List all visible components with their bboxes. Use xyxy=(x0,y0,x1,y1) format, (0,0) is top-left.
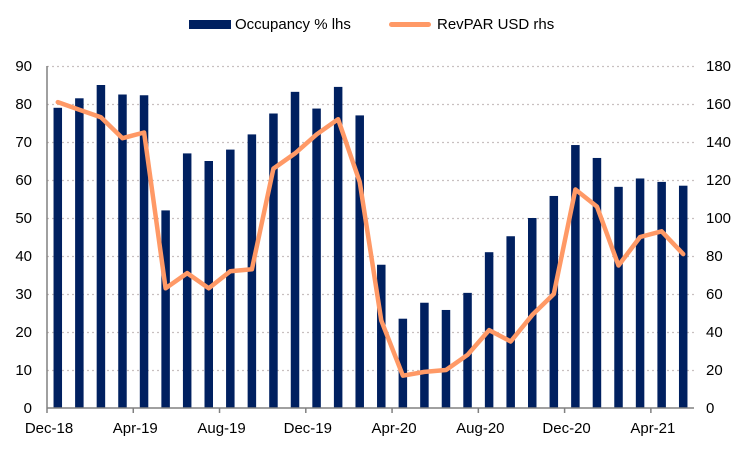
y-left-tick-label: 10 xyxy=(15,362,32,379)
bar-Dec-20 xyxy=(571,145,580,409)
bar-May-19 xyxy=(161,210,170,408)
bar-Feb-21 xyxy=(614,186,623,408)
bar-Mar-19 xyxy=(118,94,127,408)
bar-Jun-19 xyxy=(182,153,192,408)
x-tick-label: Aug-19 xyxy=(197,420,245,437)
bar-May-21 xyxy=(678,185,688,408)
y-left-tick-label: 50 xyxy=(15,210,32,227)
y-left-tick-label: 80 xyxy=(15,96,32,113)
y-right-tick-label: 140 xyxy=(706,134,731,151)
y-right-tick-label: 20 xyxy=(706,362,723,379)
x-tick-label: Dec-20 xyxy=(542,420,590,437)
legend-swatch-revpar xyxy=(389,22,431,27)
y-axis-left-labels: 0 10 20 30 40 50 60 70 80 90 xyxy=(15,58,32,417)
y-axis-right-labels: 0 20 40 60 80 100 120 140 160 180 xyxy=(706,58,731,417)
x-tick-label: Apr-20 xyxy=(372,420,417,437)
y-left-tick-label: 90 xyxy=(15,58,32,75)
y-right-tick-label: 180 xyxy=(706,58,731,75)
bar-Sep-20 xyxy=(506,236,515,408)
bar-Apr-21 xyxy=(657,181,666,408)
legend-item-occupancy: Occupancy % lhs xyxy=(189,16,351,33)
bar-Aug-19 xyxy=(226,149,235,408)
bar-Dec-19 xyxy=(312,108,321,408)
bar-Dec-18 xyxy=(53,107,63,409)
y-left-tick-label: 40 xyxy=(15,248,32,265)
legend-label-occupancy: Occupancy % lhs xyxy=(235,16,351,33)
y-right-tick-label: 60 xyxy=(706,286,723,303)
x-tick-label: Apr-21 xyxy=(630,420,675,437)
bar-Nov-20 xyxy=(549,195,559,408)
legend-label-revpar: RevPAR USD rhs xyxy=(437,16,555,33)
bar-Mar-21 xyxy=(635,178,645,408)
y-left-tick-label: 70 xyxy=(15,134,32,151)
x-tick-label: Dec-19 xyxy=(284,420,332,437)
bar-Apr-19 xyxy=(139,95,149,408)
bar-Oct-19 xyxy=(269,113,278,408)
bar-Nov-19 xyxy=(290,91,300,408)
y-left-tick-label: 60 xyxy=(15,172,32,189)
y-right-tick-label: 80 xyxy=(706,248,723,265)
bar-Jun-20 xyxy=(441,309,451,408)
y-right-tick-label: 100 xyxy=(706,210,731,227)
bar-series-occupancy xyxy=(53,85,688,409)
bar-Jul-19 xyxy=(204,161,213,408)
bar-Jan-19 xyxy=(75,98,84,409)
bar-Jan-21 xyxy=(592,157,602,408)
y-left-tick-label: 30 xyxy=(15,286,32,303)
bar-Jan-20 xyxy=(333,86,343,409)
bar-May-20 xyxy=(420,302,429,408)
y-left-tick-label: 20 xyxy=(15,324,32,341)
y-right-tick-label: 0 xyxy=(706,400,714,417)
line-series-revpar xyxy=(55,99,686,378)
bar-Jul-20 xyxy=(463,292,472,408)
bar-Apr-20 xyxy=(398,318,408,408)
chart-legend: Occupancy % lhs RevPAR USD rhs xyxy=(0,16,750,38)
x-tick-label: Dec-18 xyxy=(25,420,73,437)
bar-Mar-20 xyxy=(377,264,386,408)
y-left-tick-label: 0 xyxy=(24,400,32,417)
bar-Feb-20 xyxy=(355,115,364,409)
legend-item-revpar: RevPAR USD rhs xyxy=(389,16,554,33)
y-right-tick-label: 160 xyxy=(706,96,731,113)
x-axis-labels: Dec-18 Apr-19 Aug-19 Dec-19 Apr-20 Aug-20 Dec-… xyxy=(25,420,676,437)
legend-swatch-occupancy xyxy=(189,20,231,29)
revpar-line xyxy=(55,99,686,378)
y-right-tick-label: 40 xyxy=(706,324,723,341)
axes xyxy=(46,66,694,413)
y-right-tick-label: 120 xyxy=(706,172,731,189)
x-tick-label: Aug-20 xyxy=(456,420,504,437)
x-tick-label: Apr-19 xyxy=(113,420,158,437)
bar-Feb-19 xyxy=(96,85,106,408)
